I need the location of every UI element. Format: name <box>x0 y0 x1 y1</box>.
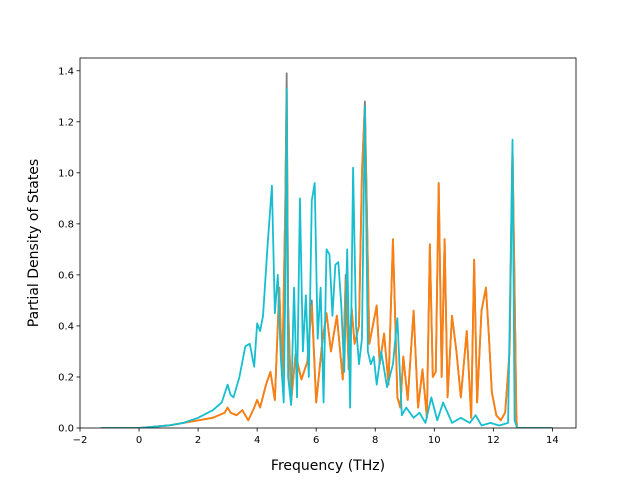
y-tick-label: 1.4 <box>58 66 74 77</box>
y-tick-label: 0.8 <box>58 219 74 230</box>
y-axis-label: Partial Density of States <box>26 159 42 327</box>
series-layer <box>100 72 553 428</box>
x-tick-label: 14 <box>546 435 559 446</box>
x-tick-label: 2 <box>195 435 201 446</box>
x-tick-label: 0 <box>136 435 142 446</box>
series-line-3 <box>100 87 553 428</box>
y-tick-label: 0.4 <box>58 321 74 332</box>
y-tick-label: 0.2 <box>58 372 74 383</box>
x-tick-label: −2 <box>73 435 88 446</box>
x-tick-label: 12 <box>487 435 500 446</box>
x-axis-ticks: −2 0 2 4 6 8 10 12 14 <box>73 428 559 446</box>
axes-frame <box>79 57 577 429</box>
y-tick-label: 1.2 <box>58 117 74 128</box>
x-tick-label: 10 <box>428 435 441 446</box>
y-tick-label: 0.0 <box>58 424 74 435</box>
y-tick-label: 1.0 <box>58 168 74 179</box>
x-tick-label: 4 <box>254 435 260 446</box>
y-tick-label: 0.6 <box>58 270 74 281</box>
x-tick-label: 8 <box>372 435 378 446</box>
x-tick-label: 6 <box>313 435 319 446</box>
x-axis-label: Frequency (THz) <box>271 458 385 474</box>
y-axis-ticks: 0.0 0.2 0.4 0.6 0.8 1.0 1.2 1.4 <box>58 66 80 435</box>
series-line-2 <box>100 87 553 428</box>
